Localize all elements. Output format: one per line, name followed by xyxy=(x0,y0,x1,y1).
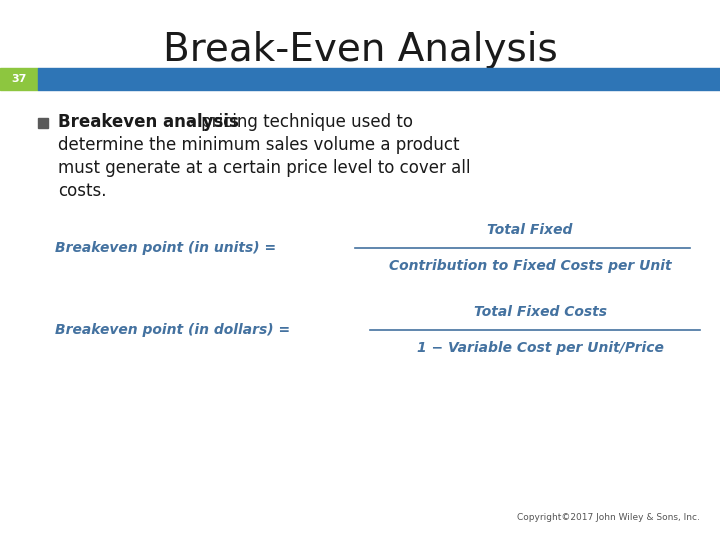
Text: 37: 37 xyxy=(12,74,27,84)
Text: costs.: costs. xyxy=(58,182,107,200)
Text: determine the minimum sales volume a product: determine the minimum sales volume a pro… xyxy=(58,136,459,154)
Text: 1 − Variable Cost per Unit/Price: 1 − Variable Cost per Unit/Price xyxy=(417,341,663,355)
Text: Breakeven point (in dollars) =: Breakeven point (in dollars) = xyxy=(55,323,290,337)
Text: Break-Even Analysis: Break-Even Analysis xyxy=(163,31,557,69)
Text: Contribution to Fixed Costs per Unit: Contribution to Fixed Costs per Unit xyxy=(389,259,671,273)
Bar xyxy=(0,68,38,90)
Text: must generate at a certain price level to cover all: must generate at a certain price level t… xyxy=(58,159,470,177)
Text: - pricing technique used to: - pricing technique used to xyxy=(190,113,413,131)
Text: Breakeven point (in units) =: Breakeven point (in units) = xyxy=(55,241,276,255)
Text: Total Fixed: Total Fixed xyxy=(487,223,572,237)
Bar xyxy=(38,68,720,90)
Text: Breakeven analysis: Breakeven analysis xyxy=(58,113,239,131)
Bar xyxy=(38,118,48,128)
Text: Total Fixed Costs: Total Fixed Costs xyxy=(474,305,606,319)
Text: Copyright©2017 John Wiley & Sons, Inc.: Copyright©2017 John Wiley & Sons, Inc. xyxy=(517,514,700,523)
